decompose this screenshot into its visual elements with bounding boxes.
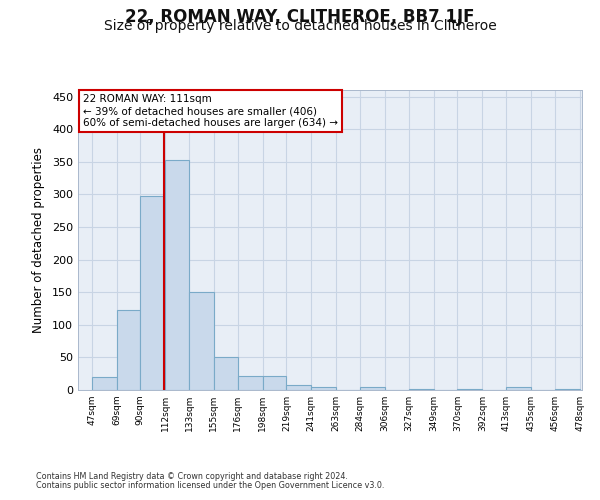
Bar xyxy=(360,386,385,390)
Bar xyxy=(140,196,165,390)
Bar xyxy=(238,376,263,390)
Bar xyxy=(457,388,482,390)
Bar xyxy=(92,377,116,390)
Text: Size of property relative to detached houses in Clitheroe: Size of property relative to detached ho… xyxy=(104,19,496,33)
Bar xyxy=(116,310,140,390)
Bar xyxy=(555,388,580,390)
Text: 22, ROMAN WAY, CLITHEROE, BB7 1JF: 22, ROMAN WAY, CLITHEROE, BB7 1JF xyxy=(125,8,475,26)
Bar xyxy=(189,292,214,390)
Bar xyxy=(506,386,531,390)
Text: 22 ROMAN WAY: 111sqm
← 39% of detached houses are smaller (406)
60% of semi-deta: 22 ROMAN WAY: 111sqm ← 39% of detached h… xyxy=(83,94,338,128)
Bar xyxy=(311,386,336,390)
Bar xyxy=(263,376,286,390)
Bar xyxy=(286,385,311,390)
Bar xyxy=(165,160,189,390)
Text: Contains public sector information licensed under the Open Government Licence v3: Contains public sector information licen… xyxy=(36,481,385,490)
Text: Contains HM Land Registry data © Crown copyright and database right 2024.: Contains HM Land Registry data © Crown c… xyxy=(36,472,348,481)
Bar xyxy=(214,358,238,390)
Bar xyxy=(409,388,434,390)
Y-axis label: Number of detached properties: Number of detached properties xyxy=(32,147,45,333)
